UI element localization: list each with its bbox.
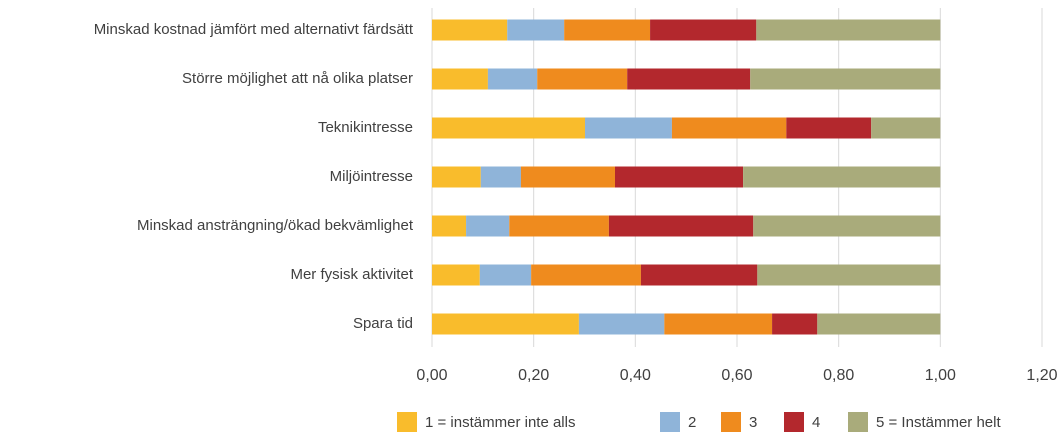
bar-segment	[817, 313, 941, 335]
legend-swatch	[660, 412, 680, 432]
bar-segment	[466, 215, 510, 237]
legend-label: 5 = Instämmer helt	[876, 414, 1001, 431]
bar-segment	[753, 215, 941, 237]
bar-segment	[432, 19, 508, 41]
bar-segment	[664, 313, 773, 335]
bar-segment	[509, 215, 609, 237]
bar-segment	[578, 313, 665, 335]
bar-segment	[479, 264, 532, 286]
bar-segment	[480, 166, 521, 188]
bar-segment	[750, 68, 941, 90]
legend-swatch	[721, 412, 741, 432]
x-tick-label: 0,00	[416, 367, 447, 384]
legend-swatch	[397, 412, 417, 432]
y-tick-label: Minskad ansträngning/ökad bekvämlighet	[137, 217, 414, 234]
legend-swatch	[848, 412, 868, 432]
bar-segment	[772, 313, 818, 335]
bar-segment	[531, 264, 641, 286]
bar-segment	[650, 19, 757, 41]
bar-segment	[756, 19, 941, 41]
bar-segment	[564, 19, 651, 41]
y-tick-label: Större möjlighet att nå olika platser	[182, 70, 413, 87]
legend-label: 3	[749, 414, 757, 431]
bar-segment	[585, 117, 672, 139]
bar-segment	[507, 19, 565, 41]
x-tick-label: 0,60	[721, 367, 752, 384]
y-tick-label: Mer fysisk aktivitet	[290, 266, 413, 283]
x-tick-label: 1,20	[1026, 367, 1057, 384]
bar-segment	[627, 68, 751, 90]
bar-segment	[786, 117, 872, 139]
bar-segment	[432, 117, 586, 139]
bar-segment	[432, 215, 467, 237]
x-tick-label: 0,80	[823, 367, 854, 384]
bar-segment	[432, 68, 488, 90]
legend-label: 4	[812, 414, 820, 431]
bar-segment	[608, 215, 754, 237]
legend-label: 2	[688, 414, 696, 431]
bar-segment	[743, 166, 941, 188]
bar-segment	[432, 166, 481, 188]
bar-segment	[432, 313, 579, 335]
y-tick-label: Spara tid	[353, 315, 413, 332]
legend-swatch	[784, 412, 804, 432]
bar-segment	[537, 68, 628, 90]
bar-segment	[615, 166, 744, 188]
x-tick-label: 0,40	[620, 367, 651, 384]
x-tick-label: 1,00	[925, 367, 956, 384]
bar-segment	[757, 264, 941, 286]
legend-label: 1 = instämmer inte alls	[425, 414, 575, 431]
y-tick-label: Teknikintresse	[318, 119, 413, 136]
bar-segment	[487, 68, 538, 90]
bar-segment	[520, 166, 615, 188]
bar-segment	[671, 117, 787, 139]
bar-segment	[640, 264, 758, 286]
bar-segment	[432, 264, 480, 286]
x-tick-label: 0,20	[518, 367, 549, 384]
y-tick-label: Minskad kostnad jämfört med alternativt …	[94, 21, 414, 38]
bar-segment	[871, 117, 941, 139]
y-tick-label: Miljöintresse	[330, 168, 413, 185]
